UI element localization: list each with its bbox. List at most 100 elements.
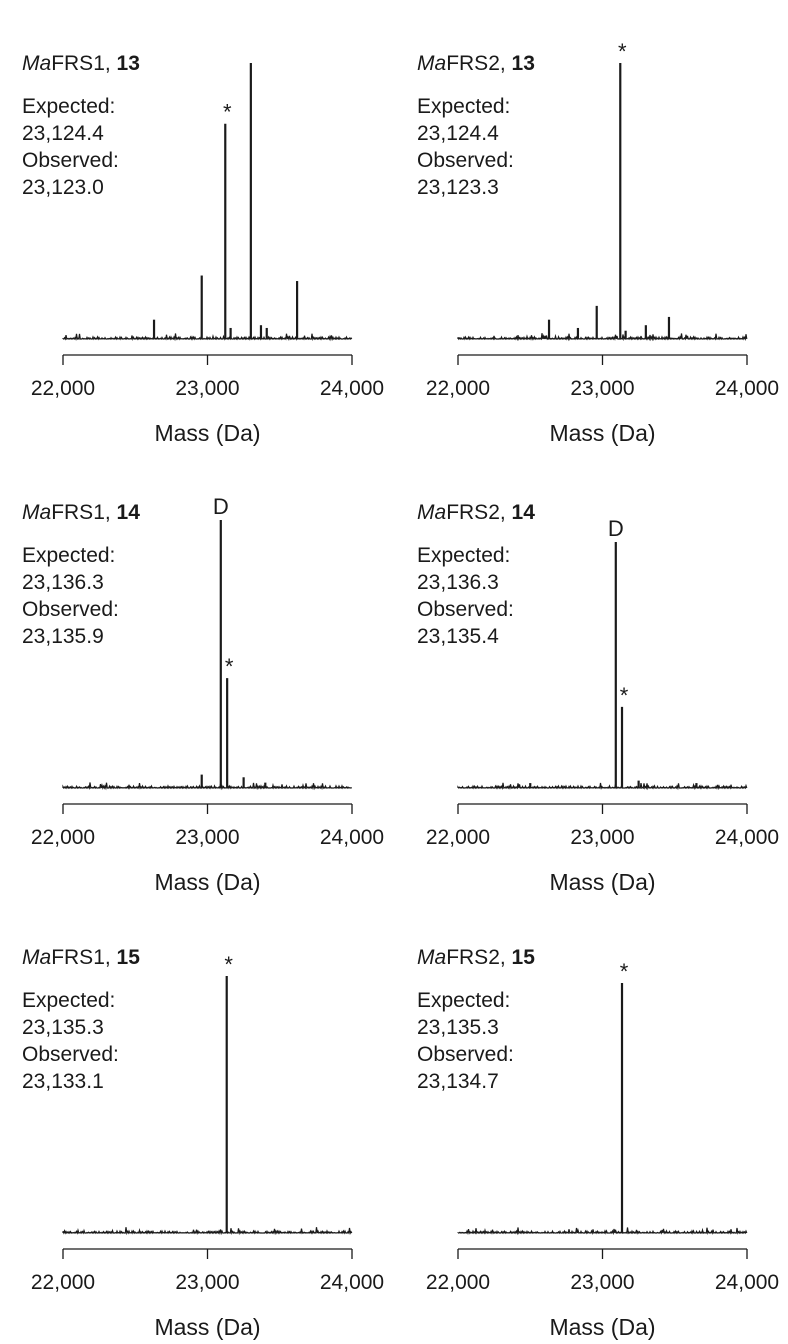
baseline-trace	[62, 782, 352, 791]
observed-label: Observed:	[22, 1043, 119, 1066]
observed-label: Observed:	[417, 1043, 514, 1066]
x-tick-label: 22,000	[31, 826, 95, 849]
x-tick-label: 22,000	[426, 377, 490, 400]
title-prefix: Ma	[417, 946, 447, 969]
mass-info: Expected: 23,124.4 Observed: 23,123.0	[22, 93, 119, 201]
product-peak-marker: *	[620, 959, 629, 984]
baseline-trace	[62, 333, 353, 342]
deacylation-peak-marker: D	[608, 516, 624, 541]
observed-label: Observed:	[22, 598, 119, 621]
baseline-trace	[62, 1227, 353, 1236]
expected-mass: 23,136.3	[417, 571, 499, 594]
observed-mass: 23,133.1	[22, 1070, 104, 1093]
panel-title: MaFRS1, 15	[22, 946, 140, 970]
title-compound-number: 15	[116, 946, 140, 969]
title-enzyme: FRS1,	[51, 52, 117, 75]
x-tick-label: 22,000	[426, 826, 490, 849]
spectrum-panel: MaFRS2, 14 Expected: 23,136.3 Observed: 23,1…	[395, 449, 785, 899]
mass-spectrum-plot: * 22,000 23,000 24,000 Mass (Da)	[31, 952, 384, 1340]
title-compound-number: 13	[116, 52, 140, 75]
x-tick-label: 22,000	[31, 377, 95, 400]
x-tick-label: 24,000	[320, 377, 384, 400]
spectrum-panel: MaFRS2, 15 Expected: 23,135.3 Observed: 23,1…	[395, 894, 785, 1344]
title-compound-number: 14	[511, 501, 535, 524]
mass-info: Expected: 23,135.3 Observed: 23,133.1	[22, 987, 119, 1095]
spectrum-panel: MaFRS1, 14 Expected: 23,136.3 Observed: 23,1…	[0, 449, 390, 899]
title-prefix: Ma	[22, 501, 52, 524]
product-peak-marker: *	[620, 683, 629, 708]
title-enzyme: FRS2,	[446, 946, 512, 969]
expected-mass: 23,135.3	[22, 1016, 104, 1039]
x-axis-label: Mass (Da)	[549, 1314, 655, 1340]
observed-mass: 23,135.9	[22, 625, 104, 648]
mass-spectrum-plot: * 22,000 23,000 24,000 Mass (Da)	[31, 63, 384, 446]
mass-info: Expected: 23,124.4 Observed: 23,123.3	[417, 93, 514, 201]
title-prefix: Ma	[22, 946, 52, 969]
panel-title: MaFRS2, 14	[417, 501, 535, 525]
expected-mass: 23,136.3	[22, 571, 104, 594]
expected-label: Expected:	[417, 544, 511, 567]
mass-spectrum-plot: * 22,000 23,000 24,000 Mass (Da)	[426, 39, 779, 446]
product-peak-marker: *	[223, 100, 232, 125]
panel-title: MaFRS1, 13	[22, 52, 140, 76]
title-enzyme: FRS2,	[446, 52, 512, 75]
title-compound-number: 13	[511, 52, 535, 75]
spectrum-panel: MaFRS1, 13 Expected: 23,124.4 Observed: 23,1…	[0, 0, 390, 450]
product-peak-marker: *	[618, 39, 627, 64]
expected-mass: 23,124.4	[417, 122, 499, 145]
title-enzyme: FRS1,	[51, 501, 117, 524]
x-tick-label: 24,000	[715, 826, 779, 849]
observed-mass: 23,123.0	[22, 176, 104, 199]
x-tick-label: 23,000	[570, 377, 634, 400]
x-tick-label: 22,000	[426, 1271, 490, 1294]
observed-label: Observed:	[417, 149, 514, 172]
expected-label: Expected:	[22, 989, 116, 1012]
title-prefix: Ma	[417, 501, 447, 524]
x-axis-label: Mass (Da)	[549, 420, 655, 446]
x-axis-label: Mass (Da)	[549, 869, 655, 895]
spectrum-panel: MaFRS1, 15 Expected: 23,135.3 Observed: 23,1…	[0, 894, 390, 1344]
x-tick-label: 23,000	[175, 1271, 239, 1294]
x-tick-label: 24,000	[715, 1271, 779, 1294]
title-prefix: Ma	[417, 52, 447, 75]
baseline-trace	[457, 782, 748, 791]
mass-info: Expected: 23,136.3 Observed: 23,135.4	[417, 542, 514, 650]
observed-mass: 23,123.3	[417, 176, 499, 199]
mass-spectrum-plot: * 22,000 23,000 24,000 Mass (Da)	[426, 959, 779, 1340]
x-axis-label: Mass (Da)	[154, 869, 260, 895]
expected-label: Expected:	[417, 989, 511, 1012]
product-peak-marker: *	[224, 952, 233, 977]
x-tick-label: 22,000	[31, 1271, 95, 1294]
expected-label: Expected:	[22, 95, 116, 118]
x-tick-label: 23,000	[570, 826, 634, 849]
observed-mass: 23,135.4	[417, 625, 499, 648]
x-tick-label: 24,000	[320, 826, 384, 849]
title-prefix: Ma	[22, 52, 52, 75]
panel-title: MaFRS2, 15	[417, 946, 535, 970]
spectrum-panel: MaFRS2, 13 Expected: 23,124.4 Observed: 23,1…	[395, 0, 785, 450]
x-axis-label: Mass (Da)	[154, 420, 260, 446]
mass-spectrum-plot: D * 22,000 23,000 24,000 Mass (Da)	[426, 516, 779, 895]
product-peak-marker: *	[225, 654, 234, 679]
observed-label: Observed:	[22, 149, 119, 172]
baseline-trace	[457, 333, 748, 342]
x-axis-label: Mass (Da)	[154, 1314, 260, 1340]
deacylation-peak-marker: D	[213, 494, 229, 519]
panel-title: MaFRS1, 14	[22, 501, 140, 525]
x-tick-label: 23,000	[175, 377, 239, 400]
expected-label: Expected:	[22, 544, 116, 567]
expected-label: Expected:	[417, 95, 511, 118]
title-compound-number: 15	[511, 946, 535, 969]
panel-title: MaFRS2, 13	[417, 52, 535, 76]
mass-info: Expected: 23,135.3 Observed: 23,134.7	[417, 987, 514, 1095]
x-tick-label: 24,000	[320, 1271, 384, 1294]
observed-mass: 23,134.7	[417, 1070, 499, 1093]
title-enzyme: FRS1,	[51, 946, 117, 969]
baseline-trace	[457, 1227, 748, 1236]
title-compound-number: 14	[116, 501, 140, 524]
mass-spectrum-plot: D * 22,000 23,000 24,000 Mass (Da)	[31, 494, 384, 895]
x-tick-label: 23,000	[570, 1271, 634, 1294]
expected-mass: 23,124.4	[22, 122, 104, 145]
x-tick-label: 24,000	[715, 377, 779, 400]
x-tick-label: 23,000	[175, 826, 239, 849]
